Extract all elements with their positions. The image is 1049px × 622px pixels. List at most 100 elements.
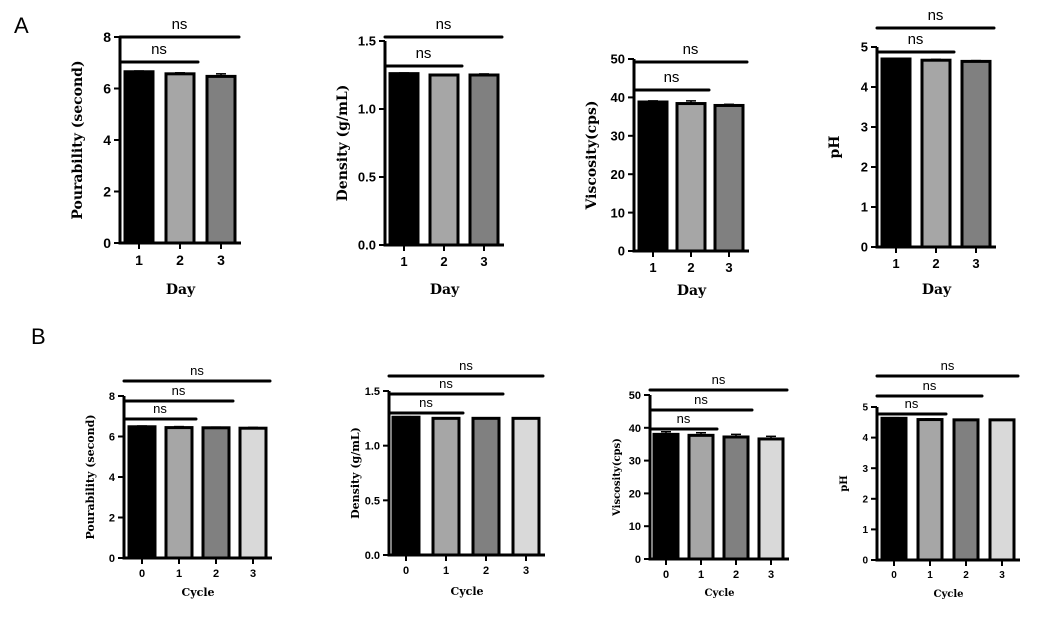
bar-3	[960, 59, 992, 249]
y-axis-label: Viscosity(cps)	[612, 438, 623, 517]
bar-3	[468, 73, 500, 247]
x-tick-label: 2	[687, 260, 694, 275]
bar-1	[431, 416, 461, 557]
x-tick-label: 0	[403, 565, 409, 577]
bar-3	[511, 416, 541, 557]
x-tick-label: 2	[176, 252, 184, 268]
significance-label: ns	[459, 358, 473, 373]
y-tick-label: 4	[861, 80, 869, 95]
bar-0	[652, 432, 680, 561]
significance-label: ns	[712, 372, 726, 387]
significance-label: ns	[905, 396, 919, 411]
x-tick-label: 0	[891, 570, 897, 581]
significance-label: ns	[419, 395, 433, 410]
x-axis-label: Cycle	[181, 586, 214, 599]
y-tick-label: 8	[109, 391, 115, 403]
x-tick-label: 3	[523, 565, 529, 577]
significance-label: ns	[928, 7, 944, 24]
y-tick-label: 30	[611, 128, 625, 143]
y-tick-label: 4	[109, 472, 116, 484]
bar-1	[880, 57, 912, 249]
bar-1	[388, 72, 420, 247]
y-tick-label: 0.5	[365, 495, 380, 507]
y-tick-label: 4	[103, 132, 111, 148]
y-tick-label: 1.0	[358, 102, 376, 117]
significance-label: ns	[436, 16, 452, 33]
significance-label: ns	[677, 411, 691, 426]
bar-1	[687, 433, 715, 561]
y-tick-label: 1	[862, 525, 868, 536]
bar-3	[205, 74, 237, 245]
x-axis-label: Day	[677, 283, 707, 299]
significance-label: ns	[190, 363, 204, 378]
x-axis-label: Day	[922, 282, 952, 298]
bar-3	[238, 426, 268, 560]
bar-1	[164, 426, 194, 560]
y-tick-label: 0	[109, 553, 115, 565]
y-tick-label: 10	[611, 205, 625, 220]
y-tick-label: 1.5	[358, 34, 376, 49]
y-tick-label: 0.5	[358, 170, 376, 185]
bar-3	[713, 103, 745, 253]
y-tick-label: 10	[629, 521, 641, 533]
x-tick-label: 1	[927, 570, 933, 581]
bar-2	[952, 418, 980, 562]
x-tick-label: 3	[217, 252, 225, 268]
x-tick-label: 3	[480, 254, 487, 269]
significance-label: ns	[172, 16, 188, 33]
y-tick-label: 3	[861, 120, 868, 135]
y-tick-label: 20	[611, 167, 625, 182]
y-tick-label: 1.5	[365, 386, 380, 398]
y-tick-label: 6	[103, 81, 111, 97]
y-tick-label: 6	[109, 431, 115, 443]
y-tick-label: 4	[862, 433, 868, 444]
significance-label: ns	[172, 383, 186, 398]
x-tick-label: 2	[932, 256, 939, 271]
bar-0	[127, 425, 157, 560]
y-tick-label: 0	[618, 244, 625, 259]
x-tick-label: 0	[139, 568, 145, 580]
y-tick-label: 0	[861, 240, 868, 255]
bar-1	[123, 70, 155, 245]
significance-label: ns	[941, 358, 955, 373]
x-tick-label: 2	[963, 570, 969, 581]
y-tick-label: 2	[103, 184, 111, 200]
significance-label: ns	[439, 376, 453, 391]
y-axis-label: Pourability (second)	[84, 414, 97, 539]
bar-1	[916, 418, 944, 562]
y-tick-label: 1.0	[365, 441, 380, 453]
significance-label: ns	[923, 378, 937, 393]
y-tick-label: 0	[862, 556, 868, 567]
y-tick-label: 5	[862, 403, 868, 414]
x-tick-label: 1	[443, 565, 449, 577]
panel-label-a: A	[14, 13, 29, 38]
x-tick-label: 2	[733, 569, 739, 581]
y-tick-label: 50	[629, 390, 641, 402]
significance-label: ns	[694, 392, 708, 407]
y-axis-label: Pourability (second)	[70, 60, 86, 219]
significance-label: ns	[683, 41, 699, 58]
x-axis-label: Day	[430, 282, 460, 298]
y-tick-label: 8	[103, 29, 111, 45]
x-tick-label: 2	[483, 565, 489, 577]
x-tick-label: 3	[250, 568, 256, 580]
x-tick-label: 3	[972, 256, 979, 271]
y-tick-label: 0	[103, 235, 111, 251]
y-tick-label: 40	[611, 90, 625, 105]
bar-2	[428, 73, 460, 247]
x-tick-label: 3	[768, 569, 774, 581]
x-axis-label: Cycle	[450, 585, 483, 598]
y-tick-label: 0.0	[365, 550, 380, 562]
x-tick-label: 1	[400, 254, 407, 269]
bar-2	[164, 72, 196, 245]
x-tick-label: 2	[440, 254, 447, 269]
bar-2	[471, 416, 501, 557]
y-tick-label: 2	[862, 494, 868, 505]
bar-3	[757, 437, 785, 561]
x-tick-label: 1	[892, 256, 899, 271]
